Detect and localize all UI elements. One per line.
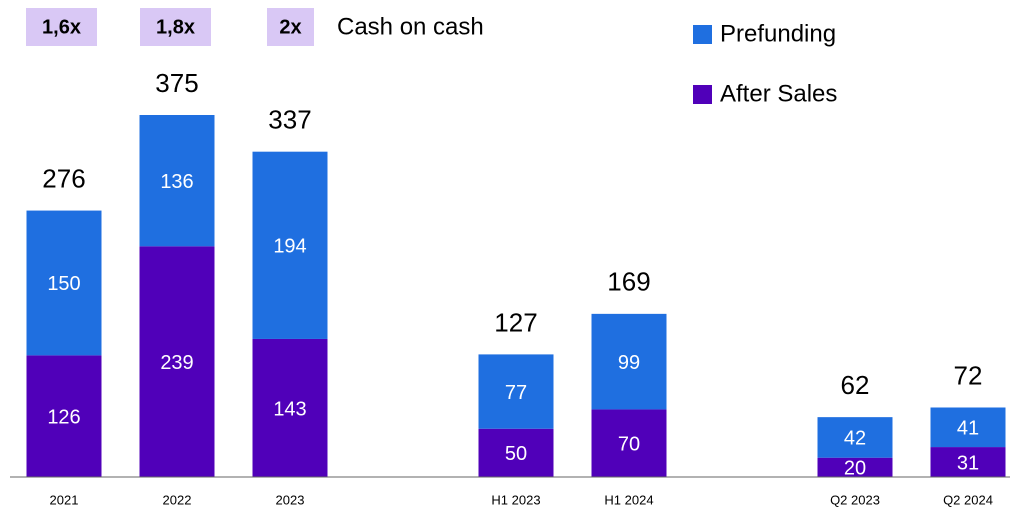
value-label: 31 [957,452,979,474]
bar-segment [26,210,102,356]
legend-label: Prefunding [720,20,836,47]
bar-segment [817,457,893,477]
x-tick-label: 2023 [276,492,305,507]
value-label: 77 [505,382,527,404]
legend-swatch [693,85,712,104]
x-tick-label: 2022 [163,492,192,507]
bar-segment [478,354,554,429]
bar-segment [139,115,215,247]
total-label: 337 [268,105,311,135]
total-label: 169 [607,267,650,297]
x-tick-label: 2021 [50,492,79,507]
annotation: 1,8x [156,16,195,38]
value-label: 143 [273,398,306,420]
annotation: 1,6x [42,16,81,38]
x-tick-label: H1 2024 [604,492,653,507]
total-label: 375 [155,68,198,98]
value-label: 136 [160,171,193,193]
value-label: 20 [844,458,866,480]
bar-segment [252,151,328,339]
legend-swatch [693,25,712,44]
total-label: 127 [494,307,537,337]
annotation-box [267,8,314,46]
bar-segment [252,338,328,477]
total-label: 62 [841,370,870,400]
annotation-box [26,8,97,46]
value-label: 194 [273,236,306,258]
legend-label: After Sales [720,80,837,107]
x-tick-label: H1 2023 [491,492,540,507]
bar-segment [478,428,554,477]
bar-segment [591,409,667,477]
total-label: 72 [954,360,983,390]
annotation-box [140,8,211,46]
value-label: 126 [47,406,80,428]
value-label: 99 [618,352,640,374]
bar-segment [930,447,1006,477]
value-label: 239 [160,352,193,374]
annotation-label: Cash on cash [337,13,484,40]
bar-segment [930,407,1006,448]
bar-segment [139,246,215,477]
bar-segment [591,313,667,410]
value-label: 50 [505,443,527,465]
total-label: 276 [42,163,85,193]
x-tick-label: Q2 2023 [830,492,880,507]
value-label: 41 [957,418,979,440]
bar-segment [817,417,893,458]
annotation: 2x [279,16,301,38]
x-tick-label: Q2 2024 [943,492,993,507]
bar-segment [26,355,102,477]
value-label: 150 [47,273,80,295]
value-label: 70 [618,433,640,455]
value-label: 42 [844,428,866,450]
